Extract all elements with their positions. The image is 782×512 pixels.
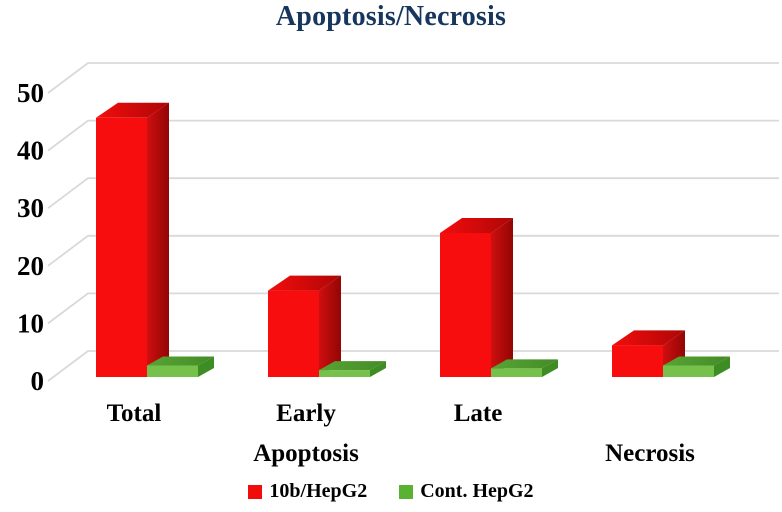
- bar-10b-hepg2-early-side: [319, 275, 341, 377]
- bar-10b-hepg2-necrosis-top: [612, 330, 685, 346]
- group-label-apoptosis: Apoptosis: [253, 440, 359, 467]
- y-tick-label: 50: [17, 78, 44, 108]
- bar-cont-hepg2-late-side: [542, 359, 558, 377]
- bar-cont-hepg2-early: [319, 370, 370, 377]
- bar-cont-hepg2-necrosis-top: [663, 356, 730, 366]
- bar-10b-hepg2-late-top: [440, 218, 513, 233]
- bar-cont-hepg2-necrosis-side: [714, 356, 730, 377]
- gridline: [47, 177, 779, 209]
- category-label-total: Total: [107, 400, 162, 427]
- legend: 10b/HepG2 Cont. HepG2: [0, 480, 782, 503]
- y-tick-label: 30: [17, 193, 44, 223]
- category-label-early: Early: [276, 400, 336, 427]
- gridline: [47, 292, 779, 325]
- legend-item-10b-hepg2: 10b/HepG2: [248, 480, 367, 503]
- gridline: [47, 119, 779, 152]
- green-series-swatch-icon: [399, 484, 414, 499]
- category-label-late: Late: [454, 400, 503, 427]
- bar-cont-hepg2-early-top: [319, 361, 386, 371]
- bar-10b-hepg2-late-side: [491, 218, 513, 377]
- legend-label: 10b/HepG2: [269, 480, 368, 502]
- y-tick-label: 10: [17, 308, 44, 338]
- bar-cont-hepg2-early-side: [370, 361, 386, 377]
- group-label-necrosis: Necrosis: [605, 440, 695, 467]
- y-tick-label: 20: [17, 251, 44, 281]
- bar-10b-hepg2-total-top: [96, 102, 169, 118]
- gridline: [47, 62, 779, 94]
- y-tick-label: 0: [31, 366, 45, 396]
- bar-cont-hepg2-necrosis: [663, 365, 714, 377]
- bar-10b-hepg2-total: [96, 117, 147, 378]
- bar-10b-hepg2-early-top: [268, 275, 341, 291]
- y-tick-label: 40: [17, 136, 44, 166]
- gridline: [47, 234, 779, 267]
- bar-cont-hepg2-total-side: [198, 356, 214, 377]
- bar-cont-hepg2-total-top: [147, 356, 214, 366]
- chart-title: Apoptosis/Necrosis: [275, 1, 507, 32]
- bar-cont-hepg2-late-top: [491, 359, 558, 369]
- bar-cont-hepg2-late: [491, 368, 542, 377]
- legend-label: Cont. HepG2: [420, 480, 534, 502]
- bar-10b-hepg2-early: [268, 290, 319, 377]
- bar-10b-hepg2-total-side: [147, 102, 169, 378]
- red-series-swatch-icon: [248, 484, 263, 499]
- bar-cont-hepg2-total: [147, 365, 198, 377]
- gridline: [47, 350, 779, 382]
- legend-item-cont-hepg2: Cont. HepG2: [399, 480, 534, 503]
- bar-10b-hepg2-necrosis: [612, 345, 663, 377]
- bar-10b-hepg2-late: [440, 233, 491, 377]
